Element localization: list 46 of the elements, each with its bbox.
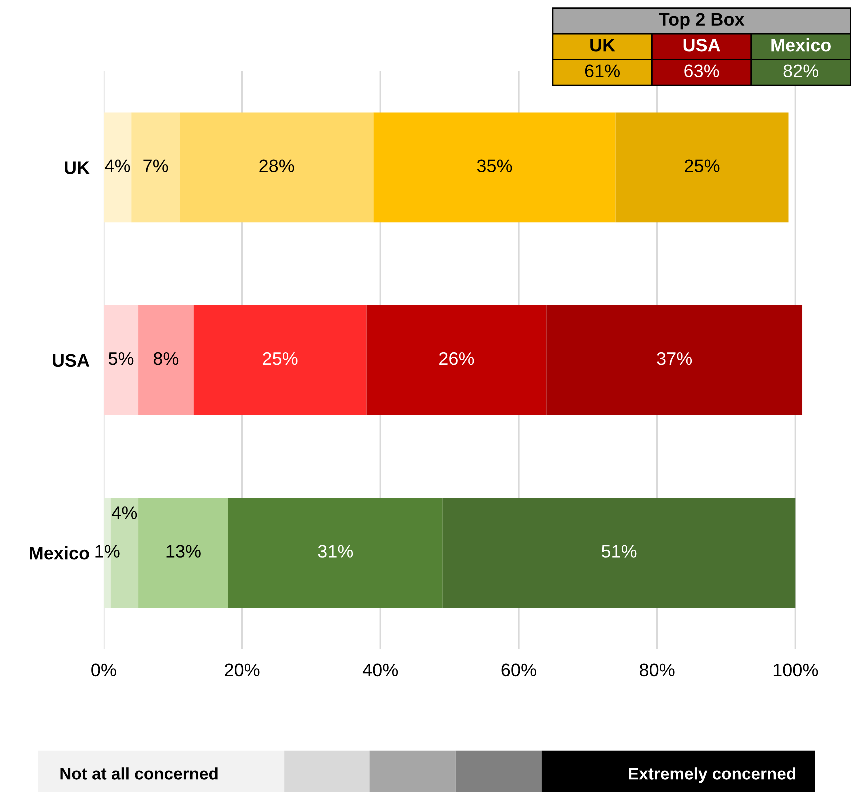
bar xyxy=(546,305,803,416)
text: USA xyxy=(684,38,720,52)
bar xyxy=(104,112,132,223)
y-tick-label: Mexico xyxy=(30,546,90,560)
text: UK xyxy=(590,39,616,52)
data-label: 4% xyxy=(105,160,130,172)
data-label: 51% xyxy=(602,545,637,558)
bar xyxy=(138,498,228,608)
x-tick-label: 20% xyxy=(225,664,260,677)
annotation: 61% xyxy=(585,64,620,78)
data-label: 35% xyxy=(477,160,512,172)
x-tick-label: 80% xyxy=(640,664,675,677)
data-label: 7% xyxy=(144,160,168,172)
bar xyxy=(374,112,616,223)
data-label: 5% xyxy=(108,352,134,366)
bar xyxy=(132,112,180,223)
bar xyxy=(228,498,443,608)
annotation: 63% xyxy=(684,64,720,78)
data-label: 28% xyxy=(260,160,294,172)
x-tick-label: 100% xyxy=(774,664,818,677)
data-label: 31% xyxy=(318,545,354,558)
data-label: 25% xyxy=(685,160,720,172)
data-label: 1% xyxy=(96,545,120,558)
data-label: 4% xyxy=(112,506,138,520)
data-label: 26% xyxy=(440,352,474,366)
bar xyxy=(194,305,367,416)
y-tick-label: UK xyxy=(65,162,90,174)
annotation: 82% xyxy=(784,64,819,78)
x-tick-label: 40% xyxy=(362,664,398,677)
bar xyxy=(180,112,374,223)
data-label: 25% xyxy=(263,352,298,366)
x-tick-label: 60% xyxy=(502,664,536,677)
bar xyxy=(616,112,789,223)
text: Not at all concerned xyxy=(60,768,218,780)
text: Extremely concerned xyxy=(629,768,796,784)
data-label: 13% xyxy=(166,545,201,558)
bar xyxy=(366,305,547,416)
bar xyxy=(104,305,139,416)
y-tick-label: USA xyxy=(53,354,90,368)
text: Mexico xyxy=(772,38,831,52)
text: Top 2 Box xyxy=(659,13,745,30)
bar xyxy=(442,498,796,608)
data-label: 8% xyxy=(154,352,179,366)
data-label: 37% xyxy=(657,352,692,366)
x-tick-label: 0% xyxy=(92,664,116,677)
bar xyxy=(138,305,194,416)
